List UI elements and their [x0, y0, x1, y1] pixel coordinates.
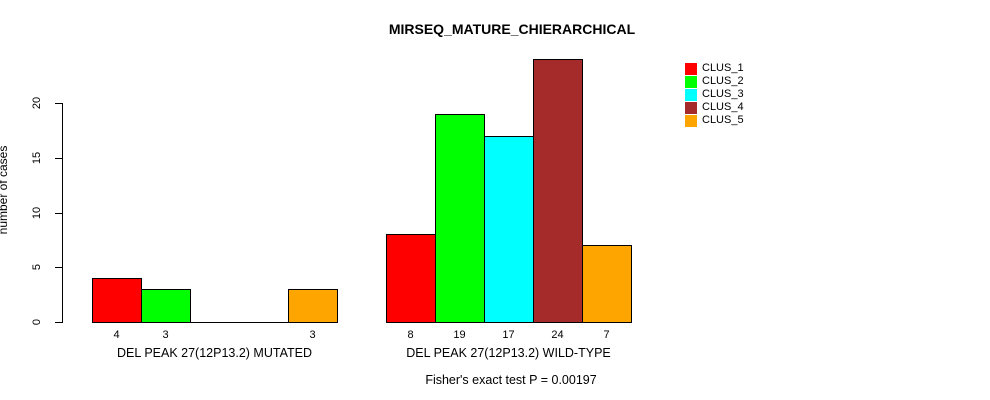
y-tick-label: 15	[31, 151, 43, 165]
legend-swatch	[685, 114, 697, 127]
legend-item: CLUS_2	[685, 75, 744, 88]
bar-value-label: 7	[603, 329, 610, 341]
bar-value-label: 3	[309, 329, 316, 341]
bar	[141, 289, 191, 323]
legend-label: CLUS_3	[702, 88, 744, 100]
y-axis-line	[62, 103, 63, 323]
legend-item: CLUS_1	[685, 62, 744, 75]
bar	[288, 289, 338, 323]
y-tick	[55, 213, 62, 214]
legend-item: CLUS_5	[685, 114, 744, 127]
legend-label: CLUS_4	[702, 101, 744, 113]
y-tick-label: 0	[31, 318, 43, 326]
bar-value-label: 3	[162, 329, 169, 341]
legend-label: CLUS_2	[702, 75, 744, 87]
annotation-text: Fisher's exact test P = 0.00197	[425, 373, 597, 387]
bar	[386, 234, 436, 323]
y-tick	[55, 158, 62, 159]
bar-value-label: 19	[453, 329, 466, 341]
y-tick	[55, 267, 62, 268]
legend-item: CLUS_3	[685, 88, 744, 101]
legend-swatch	[685, 75, 697, 88]
bar	[484, 136, 534, 323]
legend-label: CLUS_1	[702, 62, 744, 74]
plot-title: MIRSEQ_MATURE_CHIERARCHICAL	[388, 21, 636, 37]
y-tick-label: 10	[31, 206, 43, 220]
bar-value-label: 4	[113, 329, 120, 341]
legend-item: CLUS_4	[685, 101, 744, 114]
x-axis-group-label: DEL PEAK 27(12P13.2) MUTATED	[117, 346, 312, 360]
bar-value-label: 24	[551, 329, 564, 341]
legend: CLUS_1 CLUS_2 CLUS_3 CLUS_4 CLUS_5	[685, 62, 744, 127]
legend-swatch	[685, 88, 697, 101]
y-tick-label: 5	[31, 263, 43, 271]
bar	[435, 114, 485, 323]
bar-value-label: 17	[502, 329, 515, 341]
bar	[582, 245, 632, 323]
y-tick	[55, 103, 62, 104]
zero-baseline	[92, 322, 338, 323]
bar-value-label: 8	[407, 329, 414, 341]
x-axis-group-label: DEL PEAK 27(12P13.2) WILD-TYPE	[406, 346, 611, 360]
legend-label: CLUS_5	[702, 114, 744, 126]
y-tick	[55, 322, 62, 323]
bar	[92, 278, 142, 323]
y-tick-label: 20	[31, 96, 43, 110]
legend-swatch	[685, 101, 697, 114]
legend-swatch	[685, 62, 697, 75]
bar	[533, 59, 583, 323]
